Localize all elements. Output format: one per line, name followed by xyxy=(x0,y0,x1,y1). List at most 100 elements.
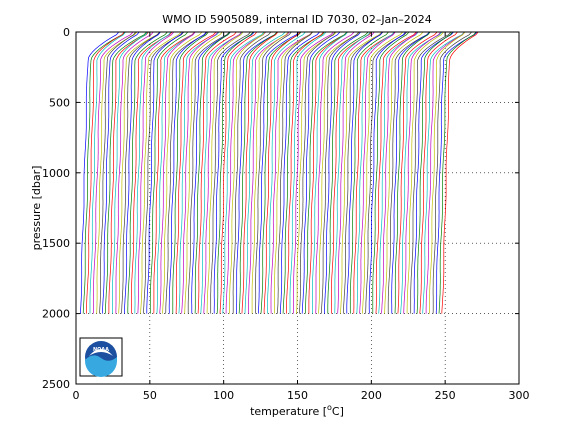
profile-line xyxy=(257,31,300,314)
profile-line xyxy=(425,31,466,314)
profile-line xyxy=(289,31,327,314)
profile-line xyxy=(225,31,267,314)
profile-line xyxy=(219,31,258,314)
profile-line xyxy=(241,31,279,314)
logo-gull xyxy=(89,349,113,356)
profile-line xyxy=(184,31,223,314)
y-tick-label: 1500 xyxy=(42,237,70,250)
profile-line xyxy=(391,31,430,314)
y-tick-label: 2000 xyxy=(42,308,70,321)
profile-line xyxy=(118,31,161,314)
profile-line xyxy=(229,31,266,314)
profile-line xyxy=(296,31,337,314)
profile-line xyxy=(86,31,125,314)
profile-line xyxy=(140,31,182,314)
profile-line xyxy=(105,31,147,314)
profile-line xyxy=(178,31,220,314)
y-tick-label: 2500 xyxy=(42,378,70,391)
x-tick-label: 0 xyxy=(73,389,80,402)
profile-line xyxy=(159,31,196,314)
y-axis-title: pressure [dbar] xyxy=(30,166,43,251)
profile-line xyxy=(387,31,430,314)
profile-line xyxy=(79,31,120,314)
profile-line xyxy=(134,31,172,314)
x-axis-title: temperature [oC] xyxy=(250,403,344,418)
profile-line xyxy=(187,31,230,314)
profile-line xyxy=(274,31,313,314)
profile-line xyxy=(82,31,126,314)
x-axis-title-main: temperature [ xyxy=(250,405,327,418)
profile-line xyxy=(356,31,395,314)
profile-line xyxy=(127,31,168,314)
profile-line xyxy=(270,31,313,314)
profile-line xyxy=(438,31,477,314)
profile-line xyxy=(337,31,375,314)
profile-line xyxy=(375,31,417,314)
profile-line xyxy=(368,31,406,314)
profile-line xyxy=(324,31,361,314)
y-tick-label: 1000 xyxy=(42,167,70,180)
profile-line xyxy=(394,31,431,314)
profile-line xyxy=(244,31,286,314)
profile-line xyxy=(222,31,265,314)
y-tick-label: 500 xyxy=(49,96,70,109)
profile-line xyxy=(149,31,189,314)
profile-line xyxy=(315,31,355,314)
x-axis-title-sup: o xyxy=(327,403,332,412)
y-tick-labels: 0 500 1000 1500 2000 2500 xyxy=(42,26,70,391)
profile-line xyxy=(413,31,454,314)
profile-line xyxy=(416,31,453,314)
profile-line xyxy=(89,31,126,314)
profile-line xyxy=(191,31,231,314)
profile-line xyxy=(299,31,336,314)
profile-line xyxy=(397,31,438,314)
x-axis-title-tail: C] xyxy=(332,405,344,418)
x-tick-label: 250 xyxy=(435,389,456,402)
profile-line xyxy=(353,31,395,314)
profile-line xyxy=(235,31,278,314)
profile-line xyxy=(343,31,384,314)
profile-line xyxy=(175,31,217,314)
profile-line xyxy=(203,31,242,314)
profile-line xyxy=(346,31,383,314)
noaa-logo: NOAA xyxy=(79,337,123,377)
profile-line xyxy=(340,31,383,314)
profile-line xyxy=(213,31,255,314)
profile-line xyxy=(162,31,203,314)
profile-line xyxy=(279,31,320,314)
profile-line xyxy=(331,31,372,314)
logo-wave xyxy=(85,355,117,377)
profile-line xyxy=(441,31,479,314)
profile-line xyxy=(137,31,175,314)
profile-line xyxy=(308,31,348,314)
profile-line xyxy=(301,31,341,314)
profile-line xyxy=(121,31,161,314)
profile-line xyxy=(359,31,396,314)
profile-line xyxy=(181,31,219,314)
profile-line xyxy=(334,31,371,314)
profile-line xyxy=(293,31,334,314)
profile-line xyxy=(429,31,466,314)
profile-line xyxy=(216,31,254,314)
profile-line xyxy=(99,31,137,314)
profile-line xyxy=(406,31,444,314)
axes xyxy=(75,31,520,385)
profile-line xyxy=(143,31,185,314)
profile-line xyxy=(165,31,208,314)
profile-line xyxy=(96,31,138,314)
profile-line xyxy=(112,31,148,314)
profile-line xyxy=(381,31,418,314)
profile-line xyxy=(168,31,207,314)
profile-line xyxy=(362,31,403,314)
profile-line xyxy=(115,31,154,314)
profile-line xyxy=(435,31,478,314)
x-tick-label: 100 xyxy=(213,389,234,402)
profile-line xyxy=(108,31,149,314)
profiles xyxy=(79,31,479,314)
profile-line xyxy=(422,31,465,314)
profile-line xyxy=(286,31,324,314)
profile-line xyxy=(312,31,348,314)
y-tick-label: 0 xyxy=(63,26,70,39)
profile-line xyxy=(372,31,410,314)
